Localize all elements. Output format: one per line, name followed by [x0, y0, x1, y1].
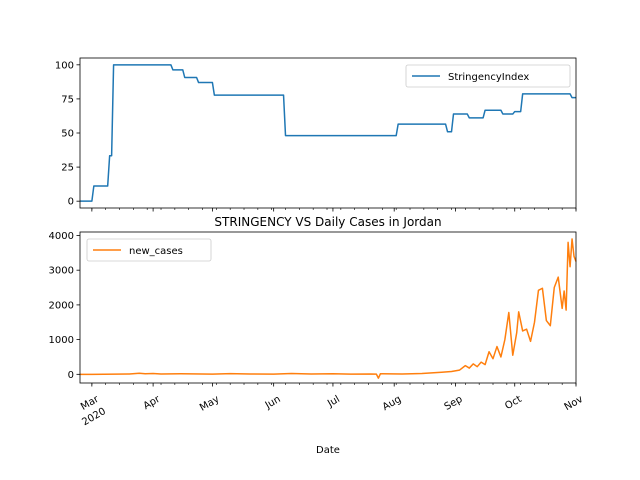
x-tick-label-group: Sep: [443, 394, 465, 413]
x-tick-label-group: Oct: [503, 394, 524, 412]
cases-panel: STRINGENCY VS Daily Cases in Jordan 0 1000…: [49, 215, 586, 456]
x-tick-label-group: Apr: [142, 393, 163, 412]
x-tick-label: Jul: [325, 394, 342, 410]
series-line-new-cases: [80, 238, 577, 379]
legend: StringencyIndex: [405, 64, 571, 88]
chart-title: STRINGENCY VS Daily Cases in Jordan: [214, 215, 441, 229]
series-line-stringencyindex: [80, 64, 576, 202]
x-tick-label: May: [198, 394, 221, 414]
x-tick-label-group: Nov: [563, 394, 585, 413]
legend-label: new_cases: [129, 246, 183, 257]
x-tick-label-group: Jul: [325, 394, 342, 410]
x-tick-label: Nov: [563, 394, 585, 413]
x-tick-label-group: May: [198, 394, 221, 414]
x-tick-label: Oct: [503, 394, 524, 412]
y-tick-label: 0: [68, 197, 74, 208]
x-tick-label: Aug: [381, 394, 403, 413]
y-tick-label: 3000: [49, 266, 74, 277]
legend-box: [86, 238, 212, 262]
x-tick-label: Sep: [443, 394, 465, 413]
x-tick-label-group: Aug: [381, 394, 403, 413]
stringency-panel: 0 25 50 75 100 StringencyIndex: [55, 57, 577, 212]
y-tick-label: 25: [61, 163, 74, 174]
x-tick-label: Jun: [263, 394, 283, 412]
y-tick-label: 2000: [49, 300, 74, 311]
y-tick-label: 100: [55, 60, 74, 71]
legend-box: [405, 64, 571, 88]
axes-frame: [79, 231, 577, 384]
y-tick-label: 75: [61, 94, 74, 105]
y-tick-label: 1000: [49, 335, 74, 346]
y-tick-label: 50: [61, 129, 74, 140]
legend: new_cases: [86, 238, 212, 262]
y-tick-label: 4000: [49, 231, 74, 242]
x-tick-label-group: Jun: [263, 394, 283, 412]
y-tick-label: 0: [68, 370, 74, 381]
x-tick-label: Apr: [142, 393, 163, 412]
x-axis-label: Date: [316, 445, 340, 456]
legend-label: StringencyIndex: [448, 72, 529, 83]
